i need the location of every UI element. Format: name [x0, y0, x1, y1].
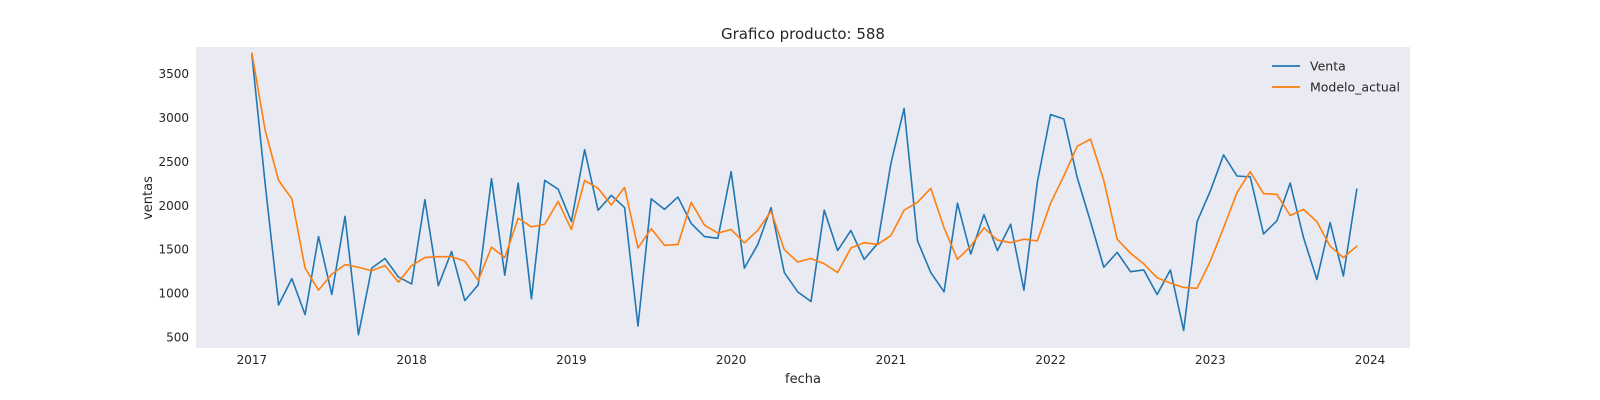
y-tick-label: 500 — [166, 330, 189, 344]
y-tick-label: 3000 — [158, 111, 189, 125]
y-tick-label: 2000 — [158, 199, 189, 213]
y-tick-label: 1500 — [158, 243, 189, 257]
plot-area — [196, 47, 1410, 348]
x-tick-labels: 2017 2018 2019 2020 2021 2022 2023 2024 — [237, 353, 1386, 367]
x-tick-label: 2017 — [237, 353, 268, 367]
x-axis-label: fecha — [785, 372, 821, 387]
x-tick-label: 2022 — [1035, 353, 1066, 367]
x-tick-label: 2019 — [556, 353, 587, 367]
x-tick-label: 2020 — [716, 353, 747, 367]
x-tick-label: 2018 — [396, 353, 427, 367]
series-line-venta — [251, 54, 1358, 336]
legend-label-venta: Venta — [1310, 59, 1346, 74]
y-tick-label: 3500 — [158, 67, 189, 81]
series-layer — [251, 52, 1358, 336]
series-line-modelo-actual — [251, 52, 1358, 291]
x-tick-label: 2023 — [1195, 353, 1226, 367]
x-tick-label: 2021 — [876, 353, 907, 367]
legend-label-modelo-actual: Modelo_actual — [1310, 80, 1400, 95]
y-tick-label: 2500 — [158, 155, 189, 169]
y-tick-labels: 500 1000 1500 2000 2500 3000 3500 — [158, 67, 189, 344]
legend: Venta Modelo_actual — [1272, 59, 1400, 95]
y-tick-label: 1000 — [158, 287, 189, 301]
y-axis-label: ventas — [141, 176, 156, 220]
x-tick-label: 2024 — [1355, 353, 1386, 367]
chart-title: Grafico producto: 588 — [721, 25, 885, 43]
